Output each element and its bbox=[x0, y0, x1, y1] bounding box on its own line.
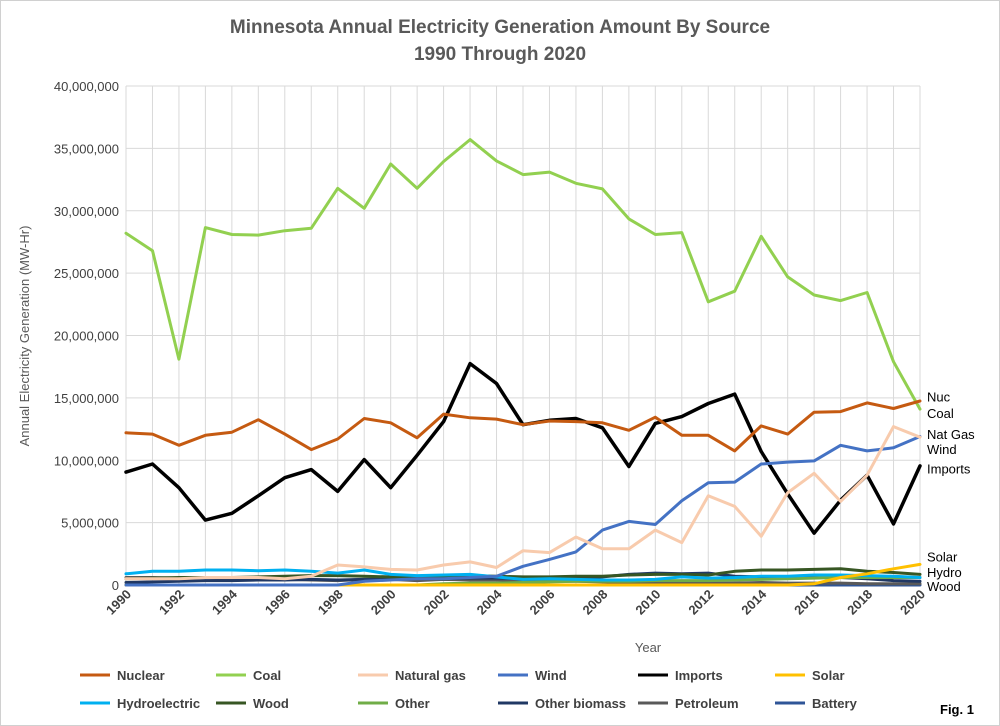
x-tick-label: 1994 bbox=[209, 586, 241, 618]
series-line-wind bbox=[124, 435, 922, 587]
legend-label: Natural gas bbox=[395, 668, 466, 683]
chart-subtitle: 1990 Through 2020 bbox=[414, 44, 586, 65]
legend-label: Nuclear bbox=[117, 668, 165, 683]
series-lines bbox=[124, 138, 922, 587]
y-tick-label: 10,000,000 bbox=[54, 453, 119, 468]
x-axis-title: Year bbox=[635, 640, 662, 655]
legend-label: Solar bbox=[812, 668, 845, 683]
end-label: Hydro bbox=[927, 565, 962, 580]
x-tick-label: 1990 bbox=[103, 587, 134, 618]
y-tick-label: 35,000,000 bbox=[54, 141, 119, 156]
x-tick-label: 2000 bbox=[368, 587, 399, 618]
x-tick-label: 2004 bbox=[474, 586, 506, 618]
x-tick-label: 1996 bbox=[262, 587, 293, 618]
legend-label: Other biomass bbox=[535, 696, 626, 711]
x-tick-label: 2018 bbox=[844, 587, 875, 618]
x-axis: 1990 1992 1994 1996 1998 2000 2002 2004 2006 2008… bbox=[103, 586, 928, 618]
y-tick-label: 20,000,000 bbox=[54, 329, 119, 344]
y-tick-label: 25,000,000 bbox=[54, 266, 119, 281]
series-line-coal bbox=[124, 138, 922, 411]
x-tick-label: 2008 bbox=[579, 587, 610, 618]
y-tick-label: 15,000,000 bbox=[54, 391, 119, 406]
legend-label: Other bbox=[395, 696, 430, 711]
x-tick-label: 2002 bbox=[421, 587, 452, 618]
y-tick-label: 30,000,000 bbox=[54, 204, 119, 219]
chart-title: Minnesota Annual Electricity Generation … bbox=[230, 17, 770, 38]
legend: Nuclear Coal Natural gas Wind Imports Solar Hy… bbox=[80, 668, 858, 711]
end-label: Nat Gas bbox=[927, 427, 975, 442]
figure-label: Fig. 1 bbox=[940, 702, 974, 717]
end-label: Wood bbox=[927, 579, 961, 594]
y-axis-title: Annual Electricity Generation (MW-Hr) bbox=[17, 226, 32, 447]
x-tick-label: 2020 bbox=[897, 587, 928, 618]
y-axis: 0 5,000,000 10,000,000 15,000,000 20,000,000… bbox=[54, 79, 119, 593]
x-tick-label: 1998 bbox=[315, 587, 346, 618]
y-tick-label: 40,000,000 bbox=[54, 79, 119, 94]
end-label: Coal bbox=[927, 406, 954, 421]
x-tick-label: 2014 bbox=[738, 586, 770, 618]
end-label: Wind bbox=[927, 442, 957, 457]
series-line-hydroelectric bbox=[124, 568, 922, 582]
y-tick-label: 0 bbox=[112, 578, 119, 593]
series-line-nuclear bbox=[124, 399, 922, 453]
series-line-natural-gas bbox=[124, 425, 922, 581]
x-tick-label: 2010 bbox=[632, 587, 663, 618]
end-label: Solar bbox=[927, 549, 958, 564]
legend-label: Imports bbox=[675, 668, 723, 683]
x-tick-label: 1992 bbox=[156, 587, 187, 618]
x-tick-label: 2006 bbox=[527, 587, 558, 618]
end-label: Nuc bbox=[927, 390, 951, 405]
x-tick-label: 2016 bbox=[791, 587, 822, 618]
legend-label: Hydroelectric bbox=[117, 696, 200, 711]
legend-label: Petroleum bbox=[675, 696, 739, 711]
legend-label: Wind bbox=[535, 668, 567, 683]
legend-label: Battery bbox=[812, 696, 858, 711]
y-tick-label: 5,000,000 bbox=[61, 516, 119, 531]
legend-label: Wood bbox=[253, 696, 289, 711]
x-tick-label: 2012 bbox=[685, 587, 716, 618]
end-label: Imports bbox=[927, 461, 971, 476]
legend-label: Coal bbox=[253, 668, 281, 683]
gridlines bbox=[125, 85, 921, 586]
